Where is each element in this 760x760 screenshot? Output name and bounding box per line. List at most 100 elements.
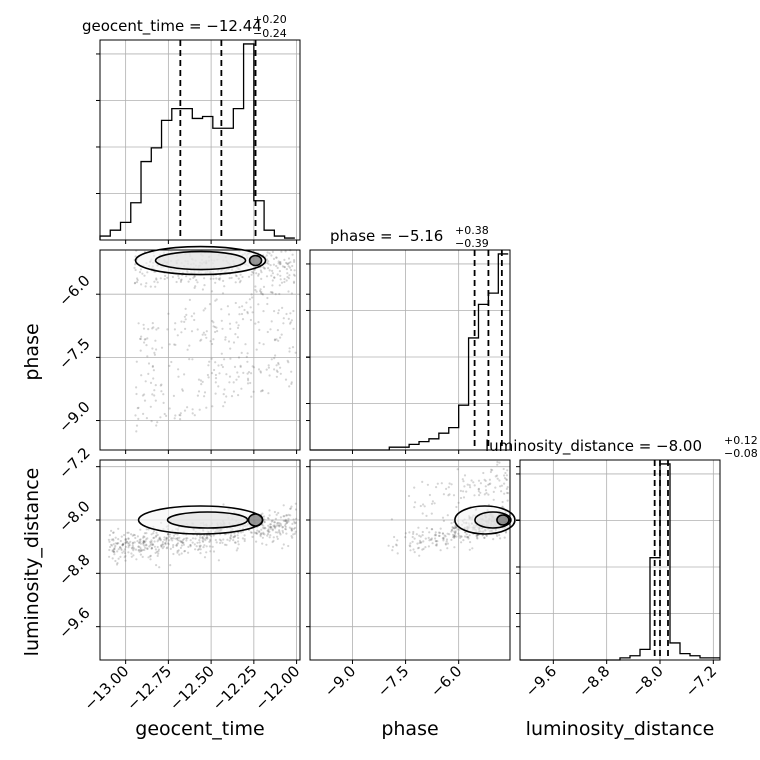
scatter-point [246,360,249,363]
scatter-point [201,539,204,542]
scatter-point [223,543,227,546]
scatter-point [154,551,157,555]
scatter-point [155,534,158,537]
scatter-point [135,281,139,284]
scatter-point [179,279,183,282]
scatter-point [123,552,127,555]
scatter-point [188,298,191,301]
scatter-point [158,566,161,569]
scatter-point [220,539,223,542]
scatter-point [258,531,261,534]
scatter-point [457,532,460,535]
scatter-point [155,348,158,351]
scatter-point [263,518,266,521]
scatter-point [234,281,237,284]
scatter-point [293,274,296,277]
scatter-point [232,535,235,539]
scatter-point [265,543,268,546]
scatter-point [154,339,157,342]
scatter-point [434,534,438,537]
scatter-point [453,535,456,538]
scatter-point [273,357,276,360]
scatter-point [259,533,262,536]
scatter-point [224,336,227,339]
scatter-point [134,268,137,272]
scatter-point [255,532,258,535]
scatter-point [179,412,182,415]
scatter-point [430,537,433,540]
scatter-point [234,301,237,305]
scatter-point [441,537,444,540]
scatter-point [280,333,283,336]
scatter-point [176,542,180,545]
scatter-point [221,541,224,544]
scatter-point [151,322,154,325]
scatter-point [267,262,270,265]
scatter-point [455,505,458,509]
scatter-point [108,548,111,552]
scatter-point [268,526,271,529]
scatter-point [254,322,257,325]
scatter-point [139,349,142,352]
scatter-point [261,292,264,296]
scatter-point [468,484,471,487]
scatter-point [198,408,201,411]
scatter-point [155,550,159,554]
scatter-point [281,529,284,532]
scatter-point [199,548,202,551]
scatter-point [229,536,232,540]
scatter-point [496,477,499,480]
scatter-point [142,539,145,543]
scatter-point [263,267,266,270]
scatter-point [255,531,258,535]
scatter-point [176,551,179,554]
scatter-point [174,414,177,417]
scatter-point [501,500,504,504]
scatter-point [292,518,295,521]
scatter-point [424,537,427,540]
scatter-point [130,546,133,549]
scatter-point [177,274,180,277]
scatter-point [139,548,142,551]
scatter-point [155,564,158,567]
scatter-point [448,493,451,496]
scatter-point [206,373,209,377]
scatter-point [222,538,225,541]
title-geocent-time: geocent_time = −12.44 [82,17,262,36]
scatter-point [277,312,280,315]
scatter-point [426,483,429,486]
scatter-point [503,492,506,495]
scatter-point [290,381,293,384]
scatter-point [175,544,178,547]
scatter-point [113,546,116,549]
scatter-point [282,519,285,522]
scatter-point [285,312,288,316]
scatter-point [225,373,228,376]
scatter-point [273,276,276,279]
scatter-point [163,412,166,416]
scatter-point [230,534,233,537]
scatter-point [201,288,204,291]
scatter-point [207,376,210,379]
scatter-point [239,279,242,282]
scatter-point [504,471,507,475]
scatter-point [153,540,156,543]
scatter-point [278,522,281,525]
scatter-point [290,268,293,272]
scatter-point [270,320,273,323]
scatter-point [208,540,211,544]
scatter-point [275,364,278,367]
scatter-point [181,539,185,542]
scatter-point [273,525,276,528]
scatter-point [143,338,146,341]
scatter-point [458,528,461,531]
scatter-point [193,414,196,417]
scatter-point [255,272,258,275]
scatter-point [286,521,289,524]
scatter-point [507,492,510,495]
scatter-point [238,313,241,316]
scatter-point [135,424,139,427]
scatter-point [285,521,289,524]
scatter-point [275,375,278,378]
scatter-point [149,540,152,544]
